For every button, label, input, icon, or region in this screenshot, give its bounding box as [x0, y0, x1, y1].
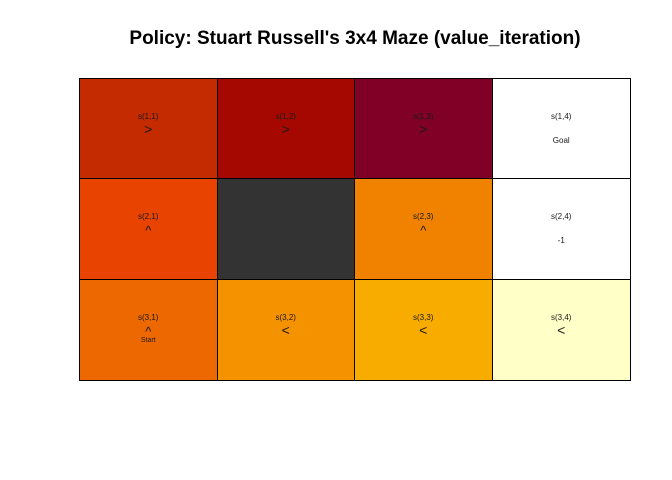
- cell-state-label: s(3,2): [275, 312, 296, 322]
- cell-policy-action: ^: [145, 223, 152, 239]
- cell-state-label: s(3,4): [551, 312, 572, 322]
- cell-state-label: s(1,1): [138, 112, 159, 121]
- cell-policy-action: <: [419, 321, 428, 338]
- cell-state-label: s(1,4): [551, 112, 572, 121]
- cell-state-label: s(2,3): [413, 212, 434, 222]
- maze-cell-3-2: s(3,2) <: [217, 279, 355, 380]
- maze-grid: s(1,1) > s(1,2) > s(1,3) > s(1,4) Goal s(2,1) ^ s(…: [79, 78, 631, 381]
- maze-cell-1-3: s(1,3) >: [355, 79, 493, 180]
- cell-state-label: s(1,3): [413, 112, 434, 121]
- maze-cell-3-4: s(3,4) <: [492, 279, 630, 380]
- cell-note: Goal: [552, 136, 570, 145]
- maze-cell-3-1: s(3,1) ^ Start: [80, 279, 218, 380]
- cell-state-label: s(3,3): [413, 312, 434, 322]
- cell-state-label: s(2,1): [138, 212, 159, 222]
- maze-cell-1-4: s(1,4) Goal: [492, 79, 630, 180]
- maze-cell-3-3: s(3,3) <: [355, 279, 493, 380]
- maze-cell-2-1: s(2,1) ^: [80, 179, 218, 280]
- maze-cell-1-1: s(1,1) >: [80, 79, 218, 180]
- cell-note: -1: [557, 236, 565, 246]
- cell-policy-action: <: [557, 321, 566, 338]
- cell-state-label: s(3,1): [138, 312, 159, 322]
- cell-policy-action: >: [281, 121, 290, 137]
- cell-note: Start: [140, 336, 156, 344]
- cell-policy-action: <: [281, 321, 290, 338]
- cell-state-label: s(2,4): [551, 212, 572, 222]
- cell-policy-action: >: [144, 121, 153, 137]
- chart-title: Policy: Stuart Russell's 3x4 Maze (value…: [129, 28, 581, 49]
- cell-policy-action: ^: [145, 323, 152, 339]
- maze-cell-wall: [217, 179, 355, 280]
- cell-policy-action: ^: [420, 223, 427, 239]
- maze-cell-1-2: s(1,2) >: [217, 79, 355, 180]
- cell-state-label: s(1,2): [275, 112, 296, 121]
- maze-cell-2-3: s(2,3) ^: [355, 179, 493, 280]
- cell-policy-action: >: [419, 121, 428, 137]
- maze-cell-2-4: s(2,4) -1: [492, 179, 630, 280]
